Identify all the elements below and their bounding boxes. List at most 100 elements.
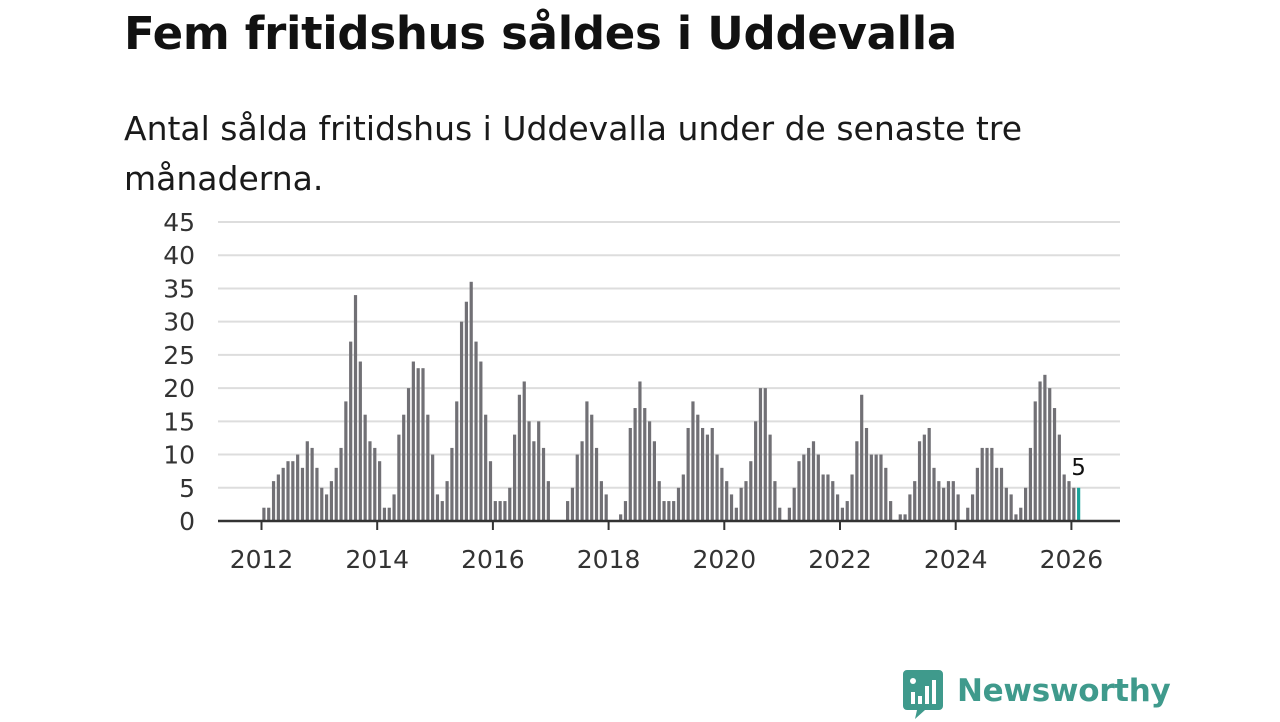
bar [329, 481, 333, 521]
bar [734, 507, 738, 521]
x-tick-label: 2026 [1040, 545, 1104, 574]
bar [281, 467, 285, 521]
bar [522, 381, 526, 521]
bar [763, 388, 767, 521]
bar [1072, 487, 1076, 521]
bar [378, 461, 382, 521]
bar [1028, 447, 1033, 521]
x-tick-label: 2022 [808, 545, 872, 574]
bar [797, 461, 801, 521]
bar [310, 447, 314, 521]
bar [358, 361, 362, 521]
y-tick-label: 30 [163, 308, 195, 337]
bar [754, 421, 758, 521]
bar [758, 388, 763, 521]
bar [927, 427, 931, 521]
bar [1048, 388, 1052, 521]
bar [532, 441, 536, 521]
bar [315, 467, 319, 521]
bar [729, 494, 734, 521]
y-tick-label: 40 [163, 241, 195, 270]
bar [715, 454, 719, 521]
bar [990, 447, 994, 521]
bar [889, 501, 893, 521]
bar [296, 454, 300, 521]
bar [402, 414, 406, 521]
bar [431, 454, 435, 521]
bar [537, 421, 541, 521]
bar [1057, 434, 1061, 521]
bar [320, 487, 324, 521]
bar [681, 474, 685, 521]
bar [382, 507, 387, 521]
chart-title: Fem fritidshus såldes i Uddevalla [124, 7, 957, 60]
grid-lines [218, 221, 1120, 489]
bar [585, 401, 589, 521]
bar [305, 441, 309, 521]
bar [638, 381, 642, 521]
bar [566, 501, 570, 521]
bar [792, 487, 796, 521]
bar [647, 421, 652, 521]
bar [831, 481, 835, 521]
x-tick-label: 2020 [692, 545, 756, 574]
bar [1019, 507, 1023, 521]
bar [1009, 494, 1013, 521]
bar [643, 408, 647, 521]
bar [450, 447, 454, 521]
bar [995, 467, 999, 521]
x-tick-label: 2012 [230, 545, 294, 574]
bar [575, 454, 579, 521]
bar [672, 501, 676, 521]
bar [686, 427, 690, 521]
bar [913, 481, 917, 521]
bar [975, 467, 979, 521]
bar [879, 454, 883, 521]
bar [1062, 474, 1066, 521]
y-tick-label: 0 [179, 507, 195, 536]
bar [835, 494, 840, 521]
bar [696, 414, 700, 521]
bar [816, 454, 820, 521]
bar [802, 454, 806, 521]
bar [387, 507, 391, 521]
bar [855, 441, 859, 521]
y-tick-label: 10 [163, 441, 195, 470]
bar [701, 427, 705, 521]
x-tick-label: 2016 [461, 545, 525, 574]
bar [512, 434, 517, 521]
bar [493, 501, 497, 521]
bar [720, 467, 724, 521]
y-tick-label: 35 [163, 274, 195, 303]
bar [339, 447, 343, 521]
bar [908, 494, 912, 521]
bar [623, 501, 628, 521]
bar [440, 501, 444, 521]
y-axis-ticks: 0 5 10 15 20 25 30 35 40 45 [163, 208, 195, 536]
bar [1004, 487, 1008, 521]
bar [951, 481, 955, 521]
bar [932, 467, 936, 521]
bar [917, 441, 922, 521]
bar [898, 514, 902, 521]
y-tick-label: 15 [163, 407, 195, 436]
bar [599, 481, 603, 521]
bar [970, 494, 975, 521]
bar [479, 361, 483, 521]
bar [334, 467, 338, 521]
bar [291, 461, 295, 521]
bar [787, 507, 791, 521]
bar [349, 341, 353, 521]
bar [1067, 481, 1071, 521]
bar [344, 401, 348, 521]
bar [710, 427, 714, 521]
bar [517, 394, 522, 521]
x-axis-ticks: 2012 2014 2016 2018 2020 2022 2024 2026 [230, 521, 1104, 574]
bar [985, 447, 989, 521]
bar [416, 368, 420, 521]
bar [922, 434, 926, 521]
bar [956, 494, 960, 521]
bar [373, 447, 377, 521]
bar [368, 441, 372, 521]
